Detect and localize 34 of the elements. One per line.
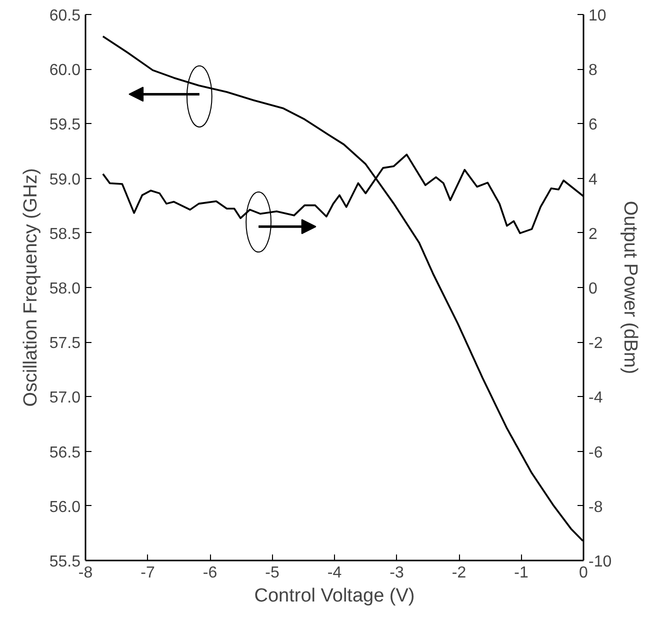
- y2-axis-title: Output Power (dBm): [620, 200, 641, 374]
- y-tick-label: 57.0: [49, 390, 81, 407]
- y-tick-label: 56.0: [49, 498, 81, 516]
- y2-tick-label: -6: [588, 444, 603, 462]
- y-tick-label: 59.5: [49, 116, 81, 134]
- x-tick-label: -3: [390, 564, 404, 582]
- x-tick-label: -2: [452, 564, 466, 582]
- y-tick-label: 57.5: [49, 335, 81, 352]
- y-tick-label: 56.5: [49, 444, 81, 462]
- y-tick-label: 60.5: [49, 8, 81, 24]
- y2-tick-label: -2: [588, 335, 603, 352]
- y2-tick-label: -8: [588, 498, 603, 516]
- y-tick-label: 60.0: [49, 62, 81, 80]
- x-tick-label: -8: [78, 564, 93, 582]
- y2-tick-label: 6: [588, 116, 598, 134]
- y2-tick-label: 8: [588, 62, 598, 80]
- y-tick-label: 59.0: [49, 171, 81, 188]
- y-tick-label: 58.0: [49, 280, 81, 298]
- x-tick-label: -7: [140, 564, 155, 582]
- x-tick-label: 0: [579, 564, 588, 582]
- y-tick-label: 55.5: [49, 554, 81, 570]
- y2-tick-label: 2: [588, 226, 598, 243]
- y-tick-label: 58.5: [49, 226, 81, 243]
- x-axis-title: Control Voltage (V): [254, 586, 415, 606]
- y2-tick-label: 0: [588, 280, 598, 298]
- y-axis-title: Oscillation Frequency (GHz): [20, 168, 42, 407]
- y2-tick-label: -10: [588, 554, 612, 570]
- x-tick-label: -5: [265, 564, 280, 582]
- y2-tick-label: 4: [588, 171, 598, 188]
- y2-tick-label: -4: [588, 390, 603, 407]
- x-tick-label: -1: [514, 564, 528, 582]
- x-tick-label: -6: [202, 564, 218, 582]
- y2-tick-label: 10: [588, 8, 606, 24]
- x-tick-label: -4: [327, 564, 342, 582]
